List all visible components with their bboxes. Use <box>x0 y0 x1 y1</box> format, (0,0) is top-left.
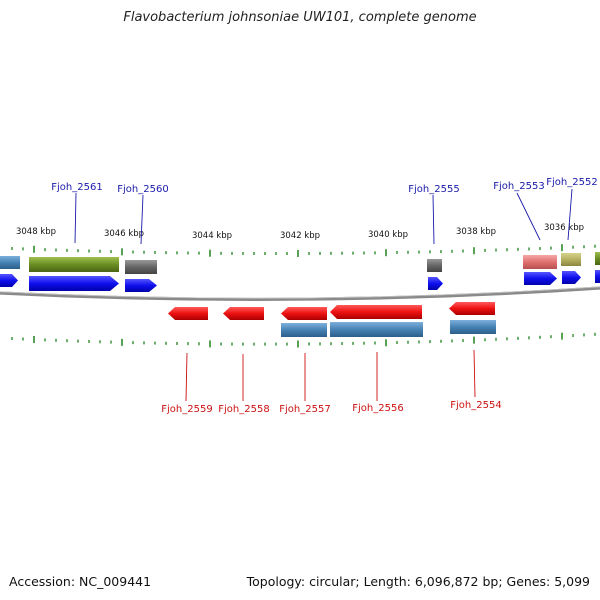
leader-line <box>140 194 144 245</box>
position-label: 3038 kbp <box>456 227 496 237</box>
leader-line <box>473 349 476 398</box>
leader-line <box>516 192 541 241</box>
genome-summary-text: Topology: circular; Length: 6,096,872 bp… <box>246 574 590 589</box>
gene-arrow-forward[interactable] <box>29 276 119 291</box>
accession-text: Accession: NC_009441 <box>9 574 152 589</box>
leader-line <box>432 194 435 245</box>
tick-row-top <box>11 244 596 258</box>
gene-label-fjoh-2552[interactable]: Fjoh_2552 <box>546 177 597 188</box>
gene-arrow-reverse[interactable] <box>281 307 327 320</box>
feature-block[interactable] <box>595 252 600 265</box>
gene-label-fjoh-2557[interactable]: Fjoh_2557 <box>279 404 330 415</box>
gene-arrow-reverse[interactable] <box>449 302 495 315</box>
gene-label-fjoh-2553[interactable]: Fjoh_2553 <box>493 181 544 192</box>
gene-label-fjoh-2555[interactable]: Fjoh_2555 <box>408 184 459 195</box>
gene-label-fjoh-2561[interactable]: Fjoh_2561 <box>51 182 102 193</box>
gene-label-fjoh-2554[interactable]: Fjoh_2554 <box>450 400 501 411</box>
feature-block[interactable] <box>523 255 557 269</box>
feature-block[interactable] <box>427 259 442 272</box>
genome-backbone-highlight <box>0 286 600 299</box>
gene-label-fjoh-2558[interactable]: Fjoh_2558 <box>218 404 269 415</box>
page-title: Flavobacterium johnsoniae UW101, complet… <box>123 10 477 25</box>
gene-label-fjoh-2559[interactable]: Fjoh_2559 <box>161 404 212 415</box>
gene-arrow-forward[interactable] <box>0 274 18 287</box>
feature-track-lower <box>281 320 496 337</box>
position-label: 3036 kbp <box>544 223 584 233</box>
position-label: 3046 kbp <box>104 229 144 239</box>
leader-line <box>567 188 573 241</box>
feature-block[interactable] <box>125 260 157 274</box>
position-label: 3040 kbp <box>368 230 408 240</box>
gene-arrow-forward[interactable] <box>562 271 581 284</box>
top-gene-labels: Fjoh_2561 Fjoh_2560 Fjoh_2555 Fjoh_2553 … <box>51 177 598 245</box>
feature-block[interactable] <box>330 322 423 337</box>
gene-arrow-reverse[interactable] <box>168 307 208 320</box>
gene-label-fjoh-2556[interactable]: Fjoh_2556 <box>352 403 403 414</box>
bottom-gene-labels: Fjoh_2559 Fjoh_2558 Fjoh_2557 Fjoh_2556 … <box>161 349 502 415</box>
feature-track-upper <box>0 252 600 274</box>
reverse-strand-genes <box>168 302 495 320</box>
gene-label-fjoh-2560[interactable]: Fjoh_2560 <box>117 184 168 195</box>
forward-strand-genes <box>0 270 600 292</box>
feature-block[interactable] <box>29 257 119 272</box>
gene-arrow-forward[interactable] <box>428 277 443 290</box>
tick-row-bottom <box>11 332 596 348</box>
leader-line <box>74 192 77 244</box>
position-label: 3044 kbp <box>192 231 232 241</box>
feature-block[interactable] <box>450 320 496 334</box>
gene-arrow-forward[interactable] <box>125 279 157 292</box>
position-label: 3048 kbp <box>16 227 56 237</box>
gene-arrow-forward[interactable] <box>524 272 557 285</box>
feature-block[interactable] <box>281 323 327 337</box>
leader-line <box>185 352 188 402</box>
feature-block[interactable] <box>0 256 20 269</box>
position-label: 3042 kbp <box>280 231 320 241</box>
gene-arrow-reverse[interactable] <box>223 307 264 320</box>
feature-block[interactable] <box>561 253 581 266</box>
gene-arrow-forward[interactable] <box>595 270 600 283</box>
gene-arrow-reverse[interactable] <box>330 305 422 319</box>
position-labels: 3048 kbp 3046 kbp 3044 kbp 3042 kbp 3040… <box>16 223 584 241</box>
genome-backbone <box>0 286 600 302</box>
